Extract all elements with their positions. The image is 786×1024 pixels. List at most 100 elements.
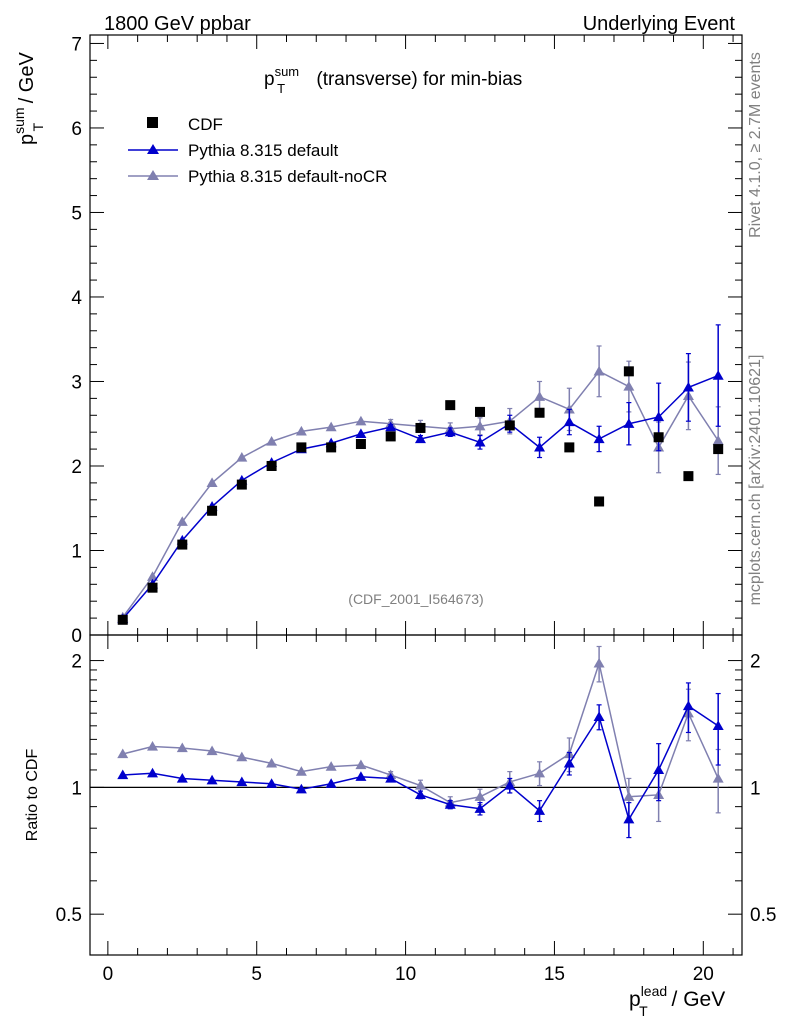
data-point [414,433,426,444]
data-point [594,496,605,507]
header-right: Underlying Event [583,13,736,35]
data-point [563,416,575,427]
data-point [207,505,218,516]
data-point [653,411,665,422]
x-tick-label: 15 [544,964,565,985]
mcplots-label: mcplots.cern.ch [arXiv:2401.10621] [747,355,764,606]
ratio-y-tick-label: 1 [71,778,82,799]
main-y-tick-label: 1 [71,541,82,562]
data-point [176,742,188,753]
data-point [176,772,188,783]
data-point [295,425,307,436]
main-axis-ticks [90,35,742,636]
legend-marker-cdf [147,117,158,128]
ratio-y-tick-label: 2 [71,652,82,673]
series-pythia-8-315-default [117,682,724,839]
data-point [534,407,545,418]
data-point [534,805,546,815]
data-point [236,479,247,490]
data-point [593,711,605,722]
data-point [712,435,724,445]
plot-title: psum T (transverse) for min-bias [264,64,522,96]
data-point [414,780,426,790]
main-y-tick-label: 4 [71,288,82,309]
data-point [385,421,397,432]
data-point [147,741,159,751]
header-left: 1800 GeV ppbar [104,13,251,35]
data-point [563,757,575,768]
legend-marker-default [147,144,159,154]
data-point [325,778,337,788]
main-series-layer [117,324,724,625]
data-point [444,799,456,809]
data-point [683,471,694,482]
x-tick-label: 0 [103,964,114,985]
data-point [355,428,367,438]
data-point [623,366,634,377]
data-point [236,452,248,462]
data-point [147,767,159,778]
main-y-tick-labels: 0 1 2 3 4 5 6 7 [71,34,82,647]
data-point [296,442,307,453]
data-point [712,370,724,380]
main-y-tick-label: 7 [71,34,82,55]
analysis-watermark: (CDF_2001_I564673) [348,591,483,607]
data-point [653,764,665,775]
data-point [713,444,724,455]
data-point [593,657,605,668]
x-tick-label: 10 [395,964,416,985]
ratio-panel: 0.5 1 2 0.5 1 2 0 5 10 15 20 Ratio to CDF plead T… [24,634,776,1019]
data-point [682,700,694,711]
data-point [206,774,218,785]
data-point [325,761,337,771]
data-point [385,772,397,783]
data-point [147,582,158,593]
ratio-y-tick-label-right: 0.5 [750,905,776,926]
main-y-tick-label: 0 [71,626,82,647]
x-tick-labels: 0 5 10 15 20 [103,964,714,985]
data-point [534,767,546,778]
x-tick-label: 5 [251,964,262,985]
data-point [236,751,248,762]
data-point [623,381,635,391]
data-point [117,748,129,759]
data-point [355,415,367,426]
data-point [325,421,337,432]
ratio-frame [89,634,743,956]
data-point [266,757,278,768]
data-point [474,420,486,431]
data-point [385,431,396,442]
data-point [623,418,635,428]
data-point [117,769,129,780]
ratio-axis-ticks [90,635,742,955]
legend: CDF Pythia 8.315 default Pythia 8.315 de… [128,115,387,186]
legend-label-default: Pythia 8.315 default [188,141,339,160]
main-y-tick-label: 5 [71,203,82,224]
rivet-version-label: Rivet 4.1.0, ≥ 2.7M events [747,52,764,238]
main-y-axis-label: psum T / GeV [11,52,46,145]
data-point [593,365,605,376]
data-point [266,435,278,446]
legend-label-cdf: CDF [188,115,223,134]
data-point [444,426,456,437]
data-point [653,432,664,443]
data-point [682,381,694,392]
data-point [445,400,456,411]
ratio-y-tick-labels: 0.5 1 2 [56,652,82,927]
data-point [623,813,635,824]
data-point [355,759,367,770]
data-point [236,776,248,787]
data-point [355,439,366,450]
ratio-y-tick-label-right: 1 [750,778,761,799]
main-y-tick-label: 6 [71,119,82,140]
data-point [712,720,724,730]
data-point [326,442,337,453]
main-panel: 0 1 2 3 4 5 6 7 psum T (transverse) for min-bias… [11,34,743,647]
data-point [295,783,307,794]
data-point [415,422,426,433]
legend-label-nocr: Pythia 8.315 default-noCR [188,167,387,186]
data-point [176,516,188,526]
data-point [414,789,426,799]
ratio-y-tick-label: 0.5 [56,905,82,926]
